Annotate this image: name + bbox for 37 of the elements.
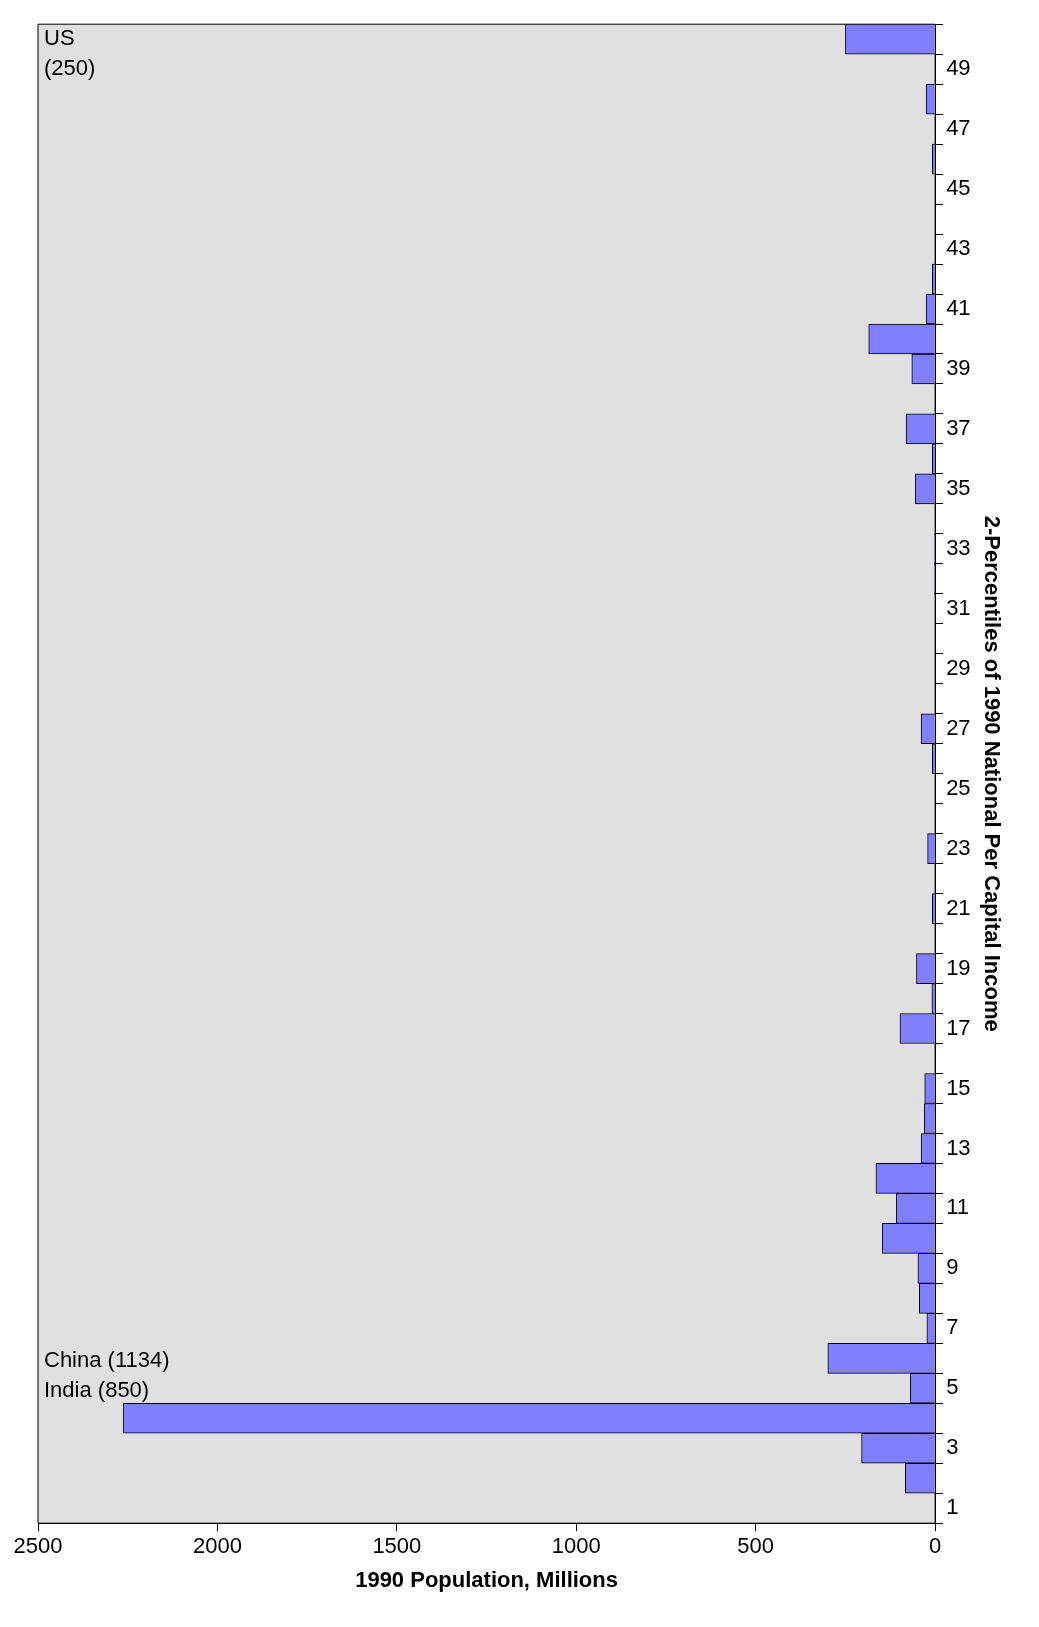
y-tick-label: 5 [946, 1374, 959, 1400]
y-tick-label: 33 [946, 534, 971, 560]
x-tick-label: 2500 [13, 1533, 63, 1559]
y-tick-label: 13 [946, 1134, 971, 1160]
x-tick-label: 1500 [372, 1533, 422, 1559]
y-tick-label: 37 [946, 414, 971, 440]
y-tick-label: 45 [946, 175, 971, 201]
y-tick-label: 31 [946, 594, 971, 620]
y-tick-label: 47 [946, 115, 971, 141]
y-tick-label: 7 [946, 1314, 959, 1340]
y-tick-label: 41 [946, 295, 971, 321]
annotation: US [44, 25, 75, 51]
y-tick-label: 49 [946, 55, 971, 81]
y-tick-label: 19 [946, 954, 971, 980]
y-tick-label: 3 [946, 1434, 959, 1460]
annotation: China (1134) [44, 1347, 170, 1373]
y-tick-label: 35 [946, 474, 971, 500]
y-tick-label: 11 [946, 1194, 969, 1220]
x-tick-label: 2000 [192, 1533, 242, 1559]
y-tick-label: 43 [946, 235, 971, 261]
x-tick-label: 500 [737, 1533, 775, 1559]
annotation: (250) [44, 55, 96, 81]
y-tick-label: 39 [946, 355, 971, 381]
y-tick-label: 15 [946, 1074, 971, 1100]
y-tick-label: 23 [946, 834, 971, 860]
y-tick-label: 17 [946, 1014, 971, 1040]
y-tick-label: 21 [946, 894, 971, 920]
x-tick-label: 1000 [551, 1533, 601, 1559]
y-axis-title: 2-Percentiles of 1990 National Per Capital Income [979, 515, 1005, 1032]
y-tick-label: 29 [946, 654, 971, 680]
x-tick-label: 0 [929, 1533, 942, 1559]
y-tick-label: 25 [946, 774, 971, 800]
y-tick-label: 1 [946, 1494, 959, 1520]
y-tick-label: 27 [946, 714, 971, 740]
annotation: India (850) [44, 1377, 150, 1403]
x-axis-title: 1990 Population, Millions [355, 1566, 618, 1592]
y-tick-label: 9 [946, 1254, 959, 1280]
